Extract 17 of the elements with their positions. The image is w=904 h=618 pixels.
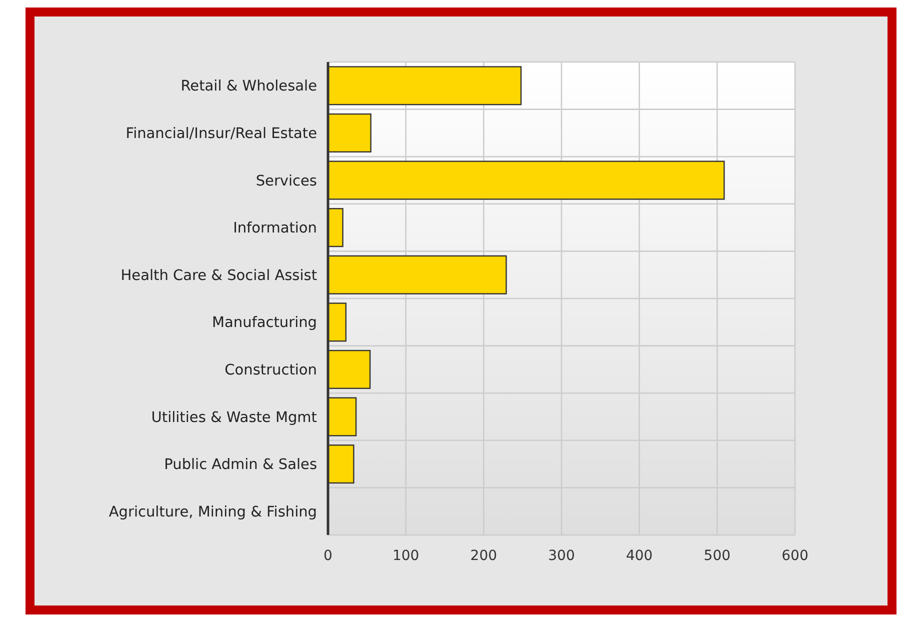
x-tick-label: 400 [626, 548, 653, 564]
x-tick-label: 100 [392, 548, 420, 564]
y-tick-label: Retail & Wholesale [180, 78, 318, 95]
y-tick-label: Financial/Insur/Real Estate [126, 126, 318, 142]
x-tick-label: 600 [782, 548, 808, 564]
y-tick-label: Construction [224, 362, 317, 379]
x-tick-label: 500 [704, 548, 731, 564]
y-tick-label: Health Care & Social Assist [120, 268, 318, 284]
y-tick-label: Services [256, 173, 317, 190]
x-tick-label: 0 [324, 548, 332, 564]
x-tick-label: 300 [548, 548, 575, 564]
y-tick-label: Manufacturing [212, 315, 317, 332]
y-tick-label: Public Admin & Sales [164, 457, 317, 474]
y-tick-label: Information [233, 220, 317, 237]
x-tick-label: 200 [470, 548, 498, 564]
y-tick-label: Utilities & Waste Mgmt [151, 410, 318, 426]
y-tick-label: Agriculture, Mining & Fishing [108, 504, 317, 520]
